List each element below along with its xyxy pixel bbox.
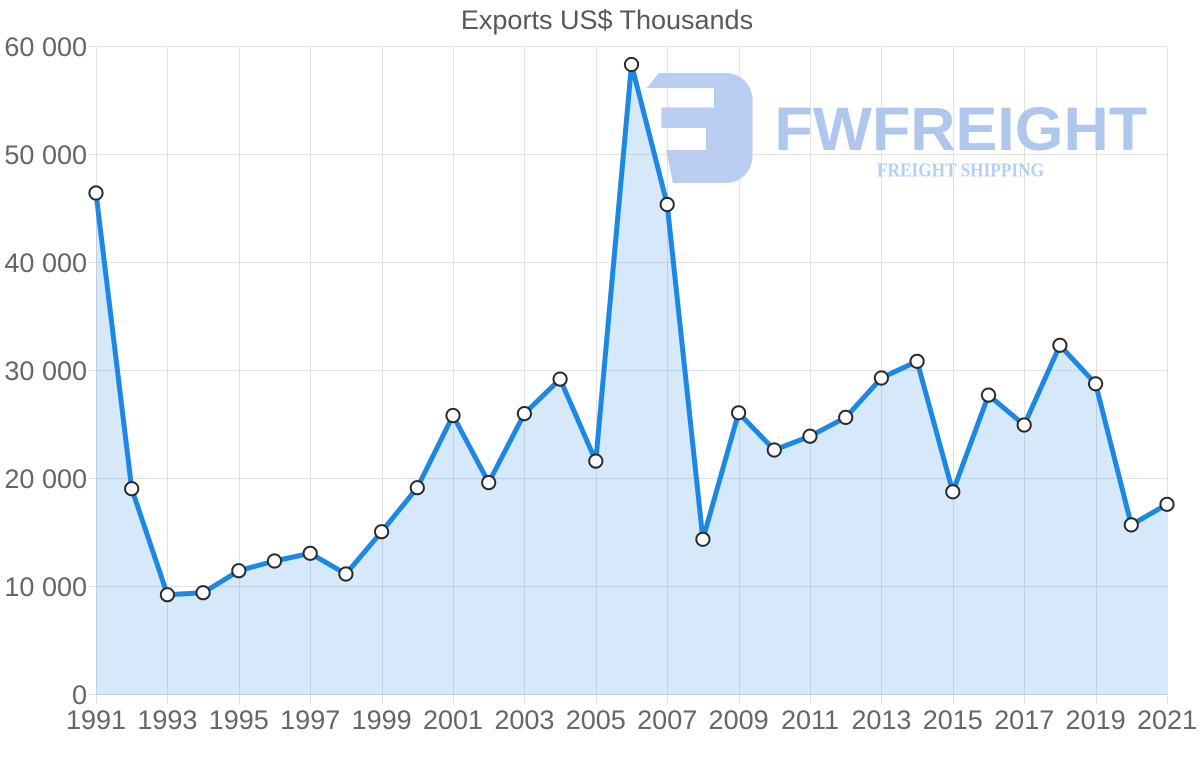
svg-text:2011: 2011 bbox=[781, 705, 839, 735]
svg-text:50 000: 50 000 bbox=[4, 140, 87, 170]
svg-text:1995: 1995 bbox=[209, 705, 269, 735]
svg-text:2015: 2015 bbox=[923, 705, 983, 735]
svg-text:FWFREIGHT: FWFREIGHT bbox=[775, 95, 1148, 163]
svg-text:10 000: 10 000 bbox=[4, 572, 87, 602]
svg-text:1999: 1999 bbox=[352, 705, 412, 735]
svg-text:20 000: 20 000 bbox=[4, 464, 87, 494]
svg-text:2001: 2001 bbox=[423, 705, 483, 735]
svg-text:2003: 2003 bbox=[494, 705, 554, 735]
svg-text:1993: 1993 bbox=[137, 705, 197, 735]
svg-text:2013: 2013 bbox=[851, 705, 911, 735]
svg-text:40 000: 40 000 bbox=[4, 248, 87, 278]
svg-text:60 000: 60 000 bbox=[4, 32, 87, 62]
svg-text:30 000: 30 000 bbox=[4, 356, 87, 386]
svg-text:2005: 2005 bbox=[566, 705, 626, 735]
svg-text:2021: 2021 bbox=[1137, 705, 1197, 735]
svg-text:1997: 1997 bbox=[280, 705, 340, 735]
svg-text:2019: 2019 bbox=[1066, 705, 1126, 735]
svg-text:1991: 1991 bbox=[66, 705, 126, 735]
svg-text:Exports US$ Thousands: Exports US$ Thousands bbox=[461, 5, 753, 35]
svg-text:0: 0 bbox=[72, 680, 87, 710]
svg-text:2017: 2017 bbox=[994, 705, 1054, 735]
svg-text:FREIGHT SHIPPING: FREIGHT SHIPPING bbox=[877, 160, 1044, 182]
svg-text:2009: 2009 bbox=[709, 705, 769, 735]
svg-text:2007: 2007 bbox=[637, 705, 697, 735]
